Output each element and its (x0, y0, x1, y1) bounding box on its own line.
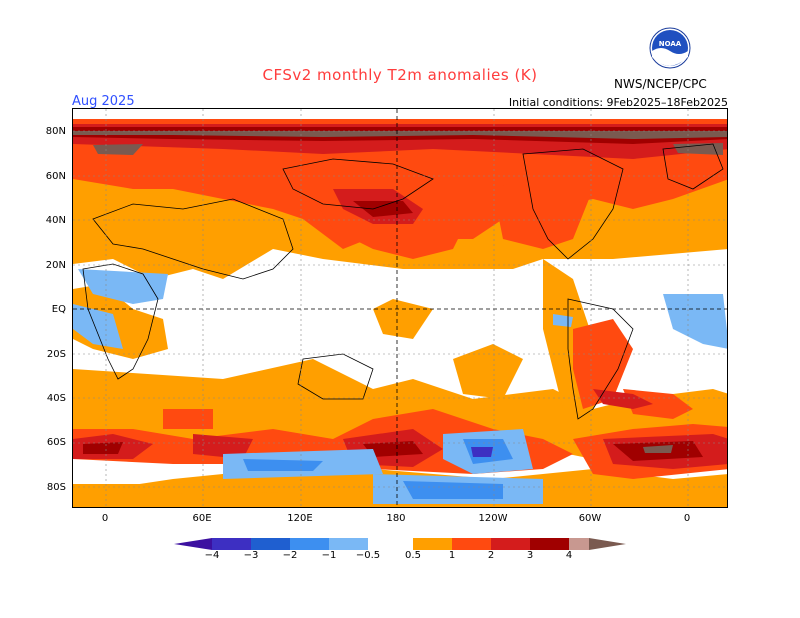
colorbar-neutral (368, 538, 413, 550)
lat-tick: 20N (45, 260, 66, 271)
colorbar-label: 4 (565, 550, 573, 561)
colorbar-label: −2 (282, 550, 298, 561)
colorbar-4-5 (569, 538, 589, 550)
agency-label: NWS/NCEP/CPC (614, 77, 707, 91)
lat-tick: 40N (45, 215, 66, 226)
lon-tick: 180 (386, 513, 406, 524)
chart-title: CFSv2 monthly T2m anomalies (K) (262, 66, 538, 84)
colorbar-4-3 (212, 538, 251, 550)
colorbar-3-4 (530, 538, 569, 550)
colorbar (174, 536, 626, 550)
anomaly-cool-medium (243, 439, 513, 499)
colorbar-1-2 (452, 538, 491, 550)
equator-dateline (73, 109, 727, 507)
colorbar-label: 0.5 (405, 550, 421, 561)
colorbar-1-05 (329, 538, 368, 550)
colorbar-2-1 (290, 538, 329, 550)
colorbar-label: 3 (526, 550, 534, 561)
anomaly-map (72, 108, 728, 508)
anomaly-cool-strong (471, 447, 493, 457)
lat-tick: 80S (46, 482, 66, 493)
colorbar-label: 2 (487, 550, 495, 561)
lat-tick: 60N (45, 171, 66, 182)
noaa-logo: NOAA (649, 27, 691, 69)
colorbar-2-3 (491, 538, 530, 550)
lon-tick: 60E (192, 513, 212, 524)
colorbar-05-1 (413, 538, 452, 550)
colorbar-gt-5 (589, 538, 626, 550)
colorbar-label: −0.5 (355, 550, 381, 561)
colorbar-3-2 (251, 538, 290, 550)
colorbar-label: −1 (321, 550, 337, 561)
lon-tick: 120E (287, 513, 313, 524)
lon-tick: 0 (101, 513, 109, 524)
initial-conditions: Initial conditions: 9Feb2025–18Feb2025 (508, 96, 728, 109)
lat-tick: 80N (45, 126, 66, 137)
lat-tick: 60S (46, 437, 66, 448)
lon-tick: 0 (683, 513, 691, 524)
colorbar-label: −4 (204, 550, 220, 561)
forecast-month: Aug 2025 (72, 94, 135, 109)
colorbar-lt-4 (174, 538, 212, 550)
colorbar-label: −3 (243, 550, 259, 561)
colorbar-label: 1 (448, 550, 456, 561)
lon-tick: 60W (578, 513, 602, 524)
lat-tick: 40S (46, 393, 66, 404)
lat-tick: 20S (46, 349, 66, 360)
anomaly-warm-4-plus (73, 131, 727, 453)
svg-text:NOAA: NOAA (659, 40, 682, 48)
lon-tick: 120W (478, 513, 508, 524)
lat-tick: EQ (51, 304, 66, 315)
